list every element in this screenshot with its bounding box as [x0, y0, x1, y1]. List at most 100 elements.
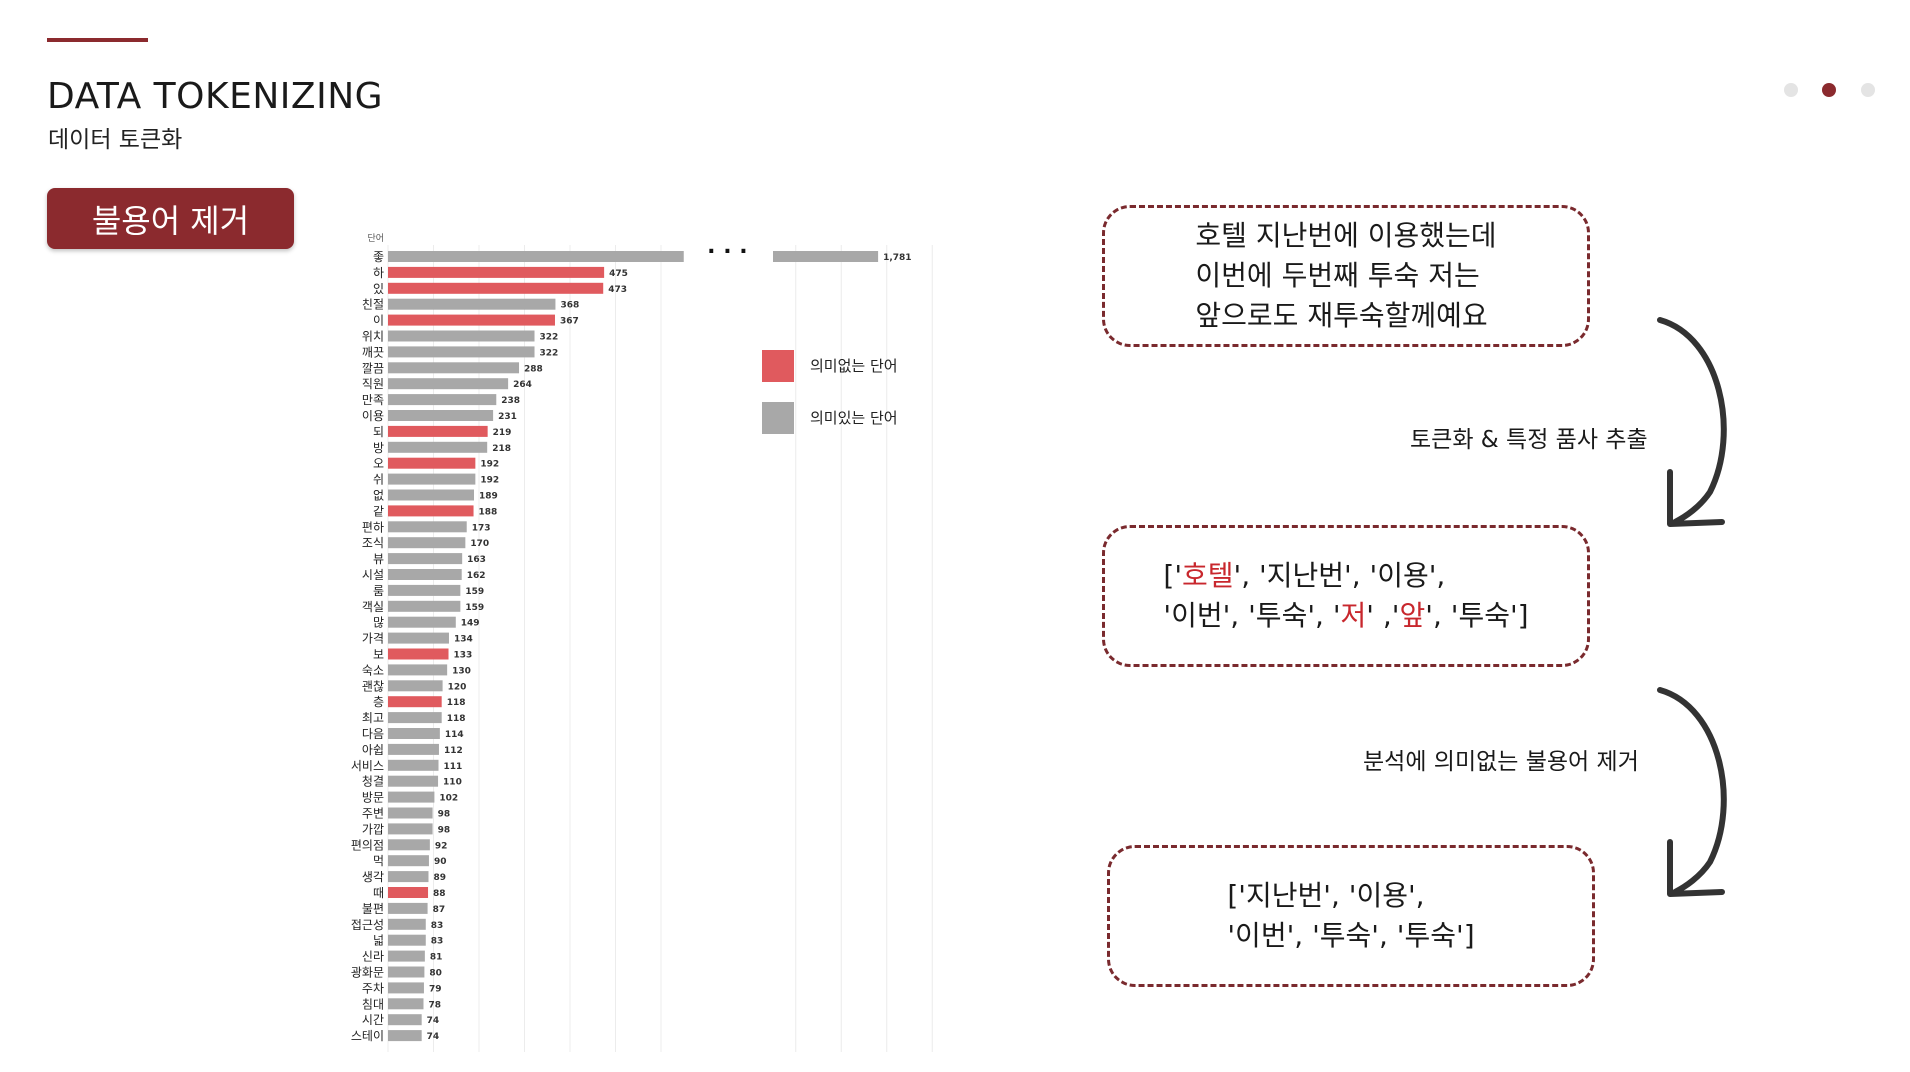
bar-18	[388, 537, 466, 549]
bar-34	[388, 791, 435, 803]
category-label-32: 서비스	[351, 759, 384, 773]
bar-8	[388, 378, 509, 390]
axis-break-marker-top: . . .	[707, 234, 747, 259]
value-label-11: 219	[493, 428, 512, 438]
title-accent-line	[47, 38, 148, 42]
value-label-39: 89	[433, 873, 446, 883]
bar-1	[388, 266, 605, 278]
step-label-stopword: 분석에 의미없는 불용어 제거	[1363, 749, 1639, 775]
bar-41	[388, 902, 428, 914]
bar-26	[388, 664, 448, 676]
slide-pagination	[1784, 83, 1884, 99]
original-sentence-box: 호텔 지난번에 이용했는데 이번에 두번째 투숙 저는 앞으로도 재투숙할께예요	[1102, 205, 1590, 347]
value-label-10: 231	[498, 412, 517, 422]
category-label-3: 친절	[362, 298, 384, 312]
bar-10	[388, 410, 494, 421]
value-label-19: 163	[467, 555, 486, 565]
category-label-30: 다음	[362, 727, 384, 741]
value-label-2: 473	[608, 285, 627, 295]
value-label-16: 188	[479, 507, 498, 517]
value-label-0: 1,781	[883, 253, 911, 263]
bar-40	[388, 887, 429, 898]
value-label-15: 189	[479, 492, 498, 502]
bar-43	[388, 934, 426, 946]
tokenized-box: ['호텔', '지난번', '이용', '이번', '투숙', '저' ,'앞'…	[1102, 525, 1590, 667]
sentence-line-1: 호텔 지난번에 이용했는데	[1195, 219, 1497, 252]
category-label-25: 보	[373, 648, 384, 662]
value-label-29: 118	[447, 714, 466, 724]
value-label-12: 218	[492, 444, 511, 454]
value-label-48: 74	[427, 1016, 440, 1026]
category-label-46: 주차	[362, 981, 384, 995]
bar-36	[388, 823, 433, 835]
value-label-22: 159	[465, 603, 484, 613]
bar-39	[388, 871, 429, 883]
category-label-13: 오	[373, 457, 384, 471]
bar-42	[388, 918, 426, 930]
value-label-20: 162	[467, 571, 486, 581]
legend-label-0: 의미없는 단어	[810, 357, 898, 375]
token-line-1-segment-2: ', '지난번', '이용',	[1233, 559, 1446, 592]
legend-swatch-1	[762, 402, 794, 434]
category-label-48: 시간	[362, 1013, 384, 1027]
category-label-22: 객실	[362, 600, 384, 614]
pagination-dot-3[interactable]	[1861, 83, 1875, 97]
value-label-43: 83	[431, 937, 444, 947]
bar-28	[388, 696, 442, 708]
category-label-37: 편의점	[351, 838, 384, 852]
category-label-19: 뷰	[373, 552, 384, 566]
value-label-26: 130	[452, 666, 471, 676]
token-line-2-segment-3: 앞	[1399, 599, 1426, 632]
value-label-4: 367	[560, 317, 579, 327]
value-label-45: 80	[429, 969, 442, 979]
step-label-tokenize: 토큰화 & 특정 품사 추출	[1410, 427, 1648, 453]
value-label-17: 173	[472, 523, 491, 533]
category-label-15: 없	[373, 489, 384, 503]
bar-37	[388, 839, 430, 851]
category-label-45: 광화문	[351, 966, 384, 980]
axis-break-marker-bottom: . . .	[707, 1055, 747, 1060]
flow-arrow-2	[1657, 687, 1727, 897]
category-label-43: 넓	[373, 934, 384, 948]
category-label-28: 층	[373, 695, 384, 709]
bar-15	[388, 489, 474, 501]
category-label-42: 접근성	[351, 918, 384, 932]
value-label-14: 192	[480, 476, 499, 486]
bar-7	[388, 362, 520, 374]
legend-label-1: 의미있는 단어	[810, 409, 898, 427]
sentence-line-3: 앞으로도 재투숙할께예요	[1195, 299, 1488, 332]
value-label-35: 98	[438, 810, 451, 820]
pagination-dot-2-active[interactable]	[1822, 83, 1836, 97]
category-label-39: 생각	[362, 870, 384, 884]
value-label-7: 288	[524, 364, 543, 374]
bar-35	[388, 807, 433, 819]
value-label-18: 170	[470, 539, 489, 549]
category-label-40: 때	[373, 886, 384, 900]
value-label-27: 120	[448, 682, 467, 692]
bar-2	[388, 282, 604, 294]
value-label-34: 102	[439, 794, 458, 804]
category-label-20: 시설	[362, 568, 384, 582]
category-label-7: 깔끔	[362, 361, 384, 375]
category-label-21: 룸	[373, 584, 384, 598]
bar-14	[388, 473, 476, 485]
value-label-23: 149	[461, 619, 480, 629]
bar-13	[388, 457, 476, 469]
category-label-1: 하	[373, 266, 384, 280]
category-label-10: 이용	[362, 409, 384, 423]
category-label-6: 깨끗	[362, 345, 384, 359]
value-label-31: 112	[444, 746, 463, 756]
value-label-25: 133	[454, 651, 473, 661]
value-label-28: 118	[447, 698, 466, 708]
pagination-dot-1[interactable]	[1784, 83, 1798, 97]
value-label-49: 74	[427, 1032, 440, 1042]
category-label-41: 불편	[362, 902, 384, 916]
bar-38	[388, 855, 429, 867]
bar-49	[388, 1030, 422, 1042]
value-label-8: 264	[513, 380, 532, 390]
bar-23	[388, 616, 456, 628]
bar-27	[388, 680, 443, 692]
original-sentence-text: 호텔 지난번에 이용했는데 이번에 두번째 투숙 저는 앞으로도 재투숙할께예요	[1195, 216, 1496, 336]
value-label-36: 98	[438, 825, 451, 835]
token-line-2-segment-4: ', '투숙']	[1425, 599, 1529, 632]
